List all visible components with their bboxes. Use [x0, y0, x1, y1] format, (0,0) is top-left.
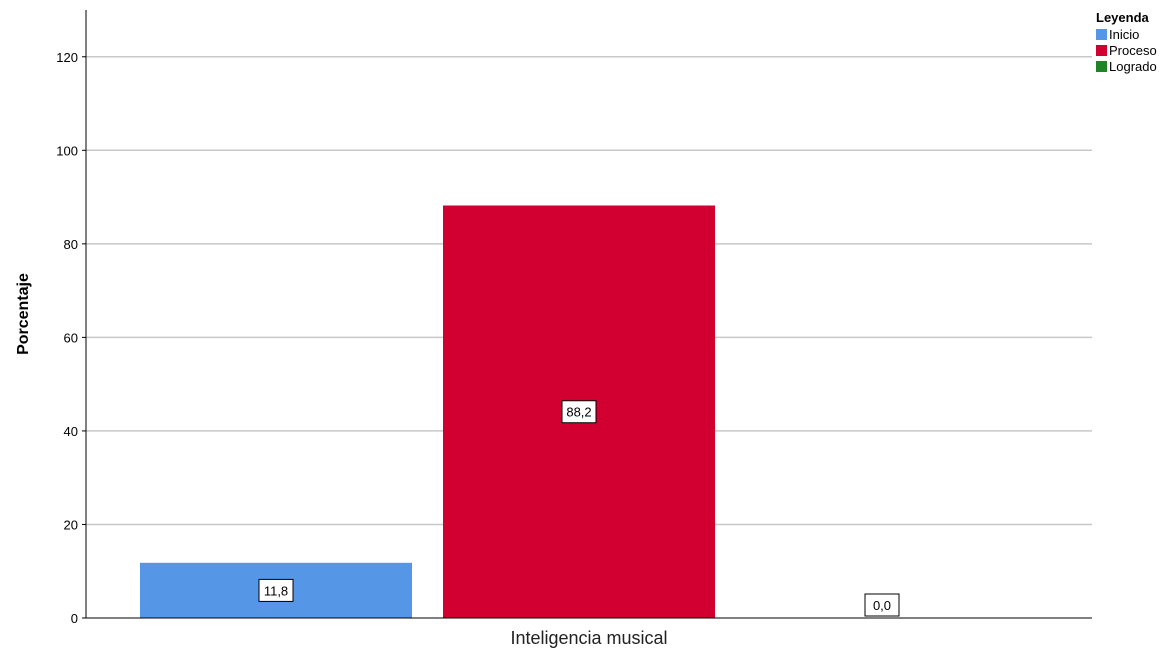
y-tick-label: 100 [56, 143, 78, 158]
legend: Leyenda Inicio Proceso Logrado [1096, 10, 1157, 74]
legend-item-inicio: Inicio [1096, 26, 1157, 42]
data-label-text: 88,2 [566, 405, 591, 420]
y-tick-label: 0 [71, 611, 78, 626]
legend-label: Inicio [1109, 26, 1140, 42]
legend-swatch [1096, 28, 1107, 40]
y-tick-label: 20 [64, 517, 78, 532]
legend-label: Logrado [1109, 58, 1157, 74]
bars [140, 205, 715, 618]
y-tick-label: 60 [64, 330, 78, 345]
data-label-box [864, 593, 900, 617]
legend-item-proceso: Proceso [1096, 42, 1157, 58]
data-label-box [561, 400, 597, 424]
legend-swatch [1096, 44, 1107, 56]
data-label-proceso: 88,2 [561, 400, 597, 424]
data-label-text: 0,0 [873, 598, 891, 613]
y-tick-label: 80 [64, 237, 78, 252]
data-label-logrado: 0,0 [864, 593, 900, 617]
legend-title: Leyenda [1096, 10, 1149, 25]
legend-label: Proceso [1109, 42, 1157, 58]
legend-items: Inicio Proceso Logrado [1096, 26, 1157, 74]
legend-item-logrado: Logrado [1096, 58, 1157, 74]
y-tick-label: 40 [64, 424, 78, 439]
data-label-box [258, 578, 294, 602]
y-axis-title: Porcentaje [15, 273, 32, 355]
bar-labels: 11,8 88,2 0,0 [258, 400, 900, 617]
data-label-inicio: 11,8 [258, 578, 294, 602]
y-tick-label: 120 [56, 50, 78, 65]
y-axis-ticks: 0 20 40 60 80 100 120 [56, 50, 86, 626]
data-label-text: 11,8 [264, 583, 288, 598]
x-category-label: Inteligencia musical [510, 628, 667, 648]
legend-swatch [1096, 60, 1107, 72]
